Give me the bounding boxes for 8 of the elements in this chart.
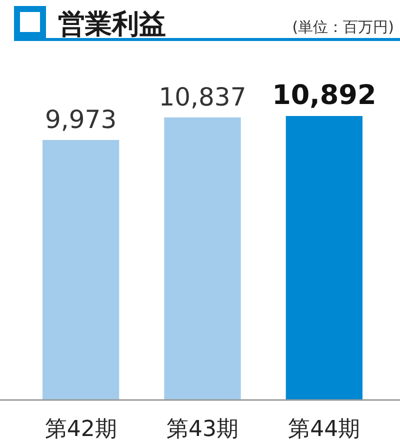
x-tick-label: 第44期 — [288, 417, 360, 442]
chart-subtitle: (単位：百万円) — [292, 18, 394, 36]
chart-title: 営業利益 — [58, 9, 166, 40]
data-label: 10,837 — [158, 82, 246, 112]
data-label: 10,892 — [272, 80, 376, 111]
x-tick-label: 第43期 — [166, 417, 238, 442]
x-tick-label: 第42期 — [44, 417, 117, 442]
data-label: 9,973 — [45, 104, 117, 134]
